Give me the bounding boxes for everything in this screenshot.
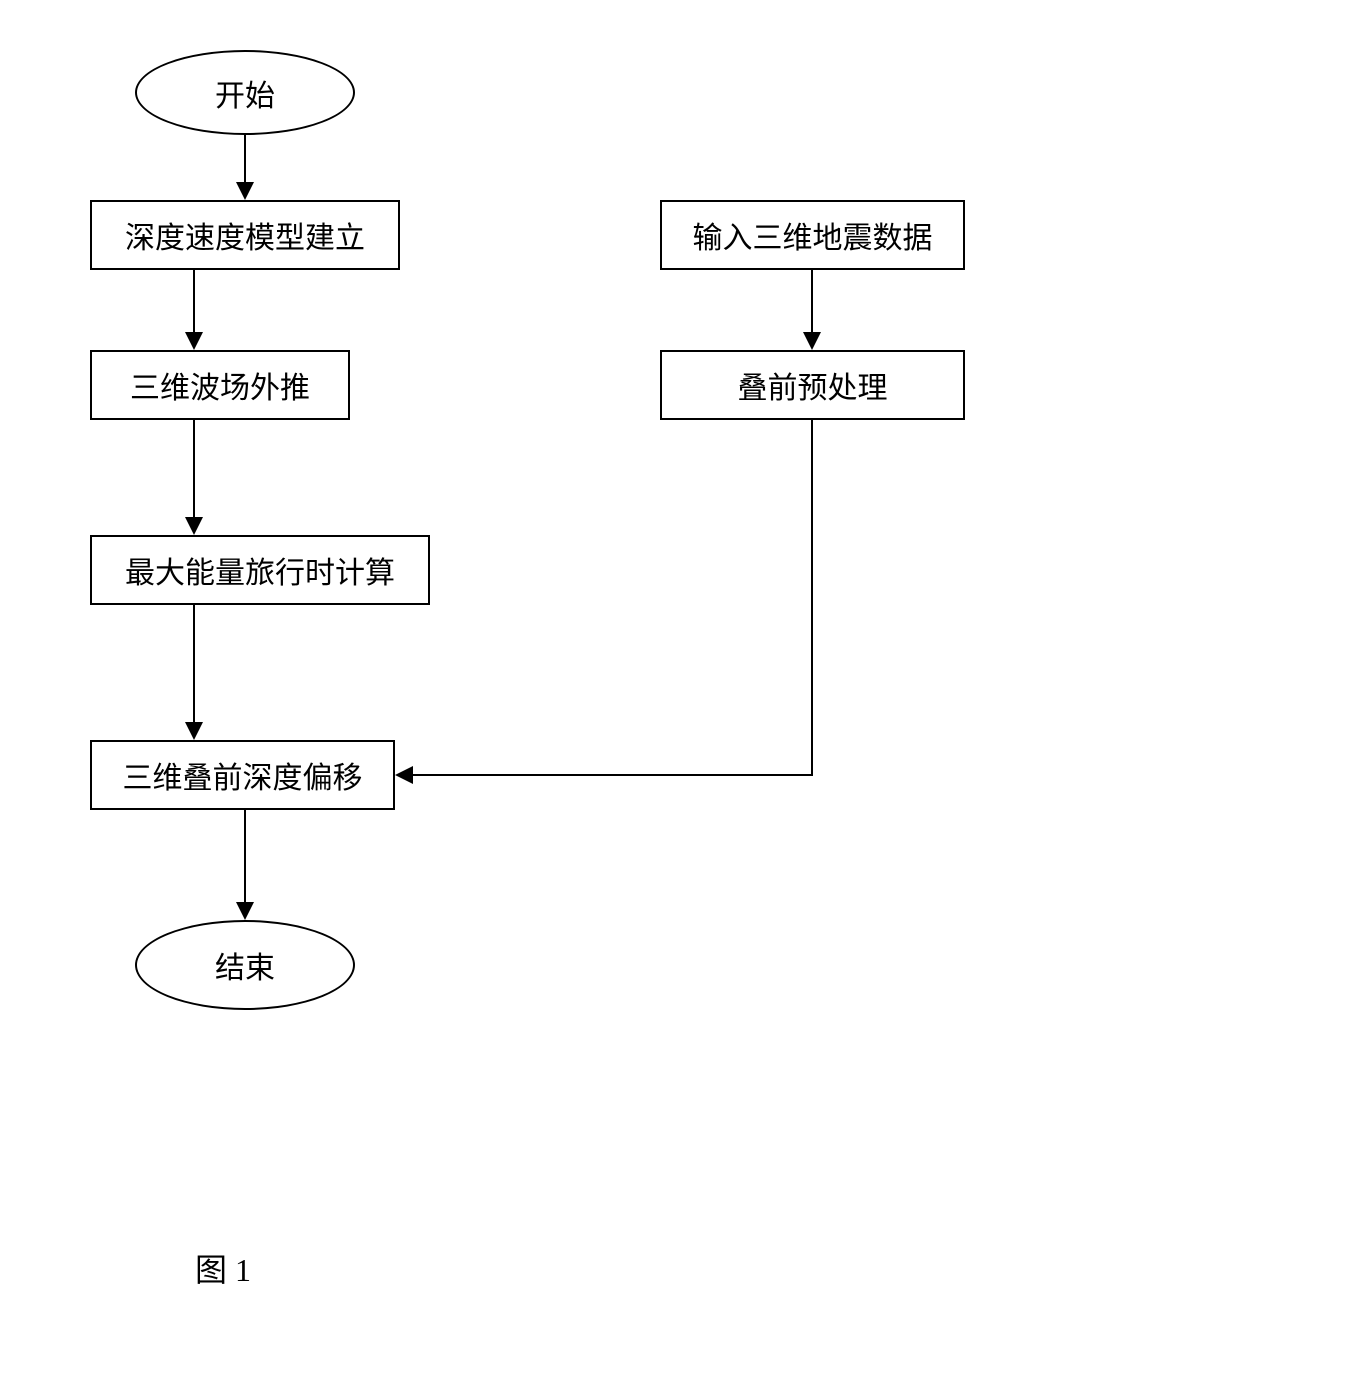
node-n4-label: 三维叠前深度偏移: [123, 753, 363, 797]
edge-n3-n4: [193, 605, 195, 722]
flowchart-container: 开始 深度速度模型建立 三维波场外推 最大能量旅行时计算 三维叠前深度偏移 结束…: [40, 40, 1322, 1353]
node-depth-velocity-model: 深度速度模型建立: [90, 200, 400, 270]
figure-caption: 图 1: [195, 1245, 251, 1291]
node-n2-label: 三维波场外推: [130, 363, 310, 407]
edge-r2-n4-v: [811, 420, 813, 775]
node-max-energy-travel-time: 最大能量旅行时计算: [90, 535, 430, 605]
edge-r1-r2-head: [803, 332, 821, 350]
edge-n2-n3: [193, 420, 195, 517]
start-label: 开始: [215, 71, 275, 115]
edge-n1-n2-head: [185, 332, 203, 350]
end-label: 结束: [215, 943, 275, 987]
node-r1-label: 输入三维地震数据: [693, 213, 933, 257]
caption-label: 图 1: [195, 1252, 251, 1288]
edge-n4-end: [244, 810, 246, 902]
edge-n3-n4-head: [185, 722, 203, 740]
edge-start-n1-head: [236, 182, 254, 200]
node-3d-wavefield-extrapolation: 三维波场外推: [90, 350, 350, 420]
edge-n4-end-head: [236, 902, 254, 920]
edge-n2-n3-head: [185, 517, 203, 535]
node-input-3d-seismic-data: 输入三维地震数据: [660, 200, 965, 270]
edge-r2-n4-h: [413, 774, 813, 776]
node-n1-label: 深度速度模型建立: [125, 213, 365, 257]
edge-start-n1: [244, 135, 246, 182]
end-node: 结束: [135, 920, 355, 1010]
node-3d-prestack-depth-migration: 三维叠前深度偏移: [90, 740, 395, 810]
node-prestack-preprocessing: 叠前预处理: [660, 350, 965, 420]
node-n3-label: 最大能量旅行时计算: [125, 548, 395, 592]
edge-n1-n2: [193, 270, 195, 332]
start-node: 开始: [135, 50, 355, 135]
edge-r1-r2: [811, 270, 813, 332]
edge-r2-n4-head: [395, 766, 413, 784]
node-r2-label: 叠前预处理: [738, 363, 888, 407]
